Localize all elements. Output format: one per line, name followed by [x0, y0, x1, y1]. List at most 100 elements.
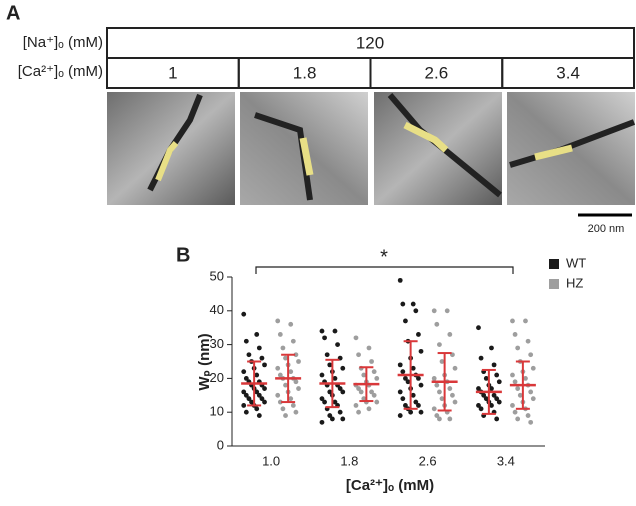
data-point: [337, 409, 343, 415]
data-point: [515, 345, 521, 351]
cell-value: 1.8: [293, 63, 317, 82]
data-point: [288, 321, 294, 327]
scale-label: 200 nm: [588, 223, 625, 235]
data-point: [410, 301, 416, 307]
data-point: [262, 386, 267, 391]
x-tick-label: 1.0: [262, 453, 280, 468]
data-point: [243, 409, 249, 415]
data-point: [277, 399, 283, 405]
data-point: [447, 332, 453, 337]
y-axis-label: Wₚ (nm): [196, 333, 213, 390]
y-tick-label: 20: [210, 370, 224, 385]
data-point: [256, 392, 262, 398]
data-point: [418, 409, 424, 415]
table-cell: [501, 57, 635, 89]
data-point: [324, 352, 330, 358]
data-point: [262, 399, 267, 405]
data-point: [515, 416, 521, 422]
data-point: [322, 399, 327, 405]
data-point: [319, 396, 325, 402]
data-point: [478, 406, 484, 412]
cell-value: 120: [356, 33, 384, 52]
data-point: [259, 355, 265, 361]
data-point: [444, 308, 450, 314]
data-point: [410, 365, 416, 371]
data-point: [262, 362, 267, 368]
y-tick-label: 50: [210, 268, 224, 283]
data-point: [319, 419, 325, 425]
cell-value: 2.6: [425, 63, 449, 82]
x-tick-label: 2.6: [419, 453, 437, 468]
data-point: [254, 332, 260, 337]
data-point: [283, 382, 288, 388]
data-point: [243, 338, 249, 344]
significance: *: [380, 246, 388, 268]
data-point: [283, 413, 288, 418]
data-point: [353, 403, 359, 408]
data-point: [340, 389, 346, 395]
data-point: [434, 321, 440, 327]
cell-value: 3.4: [556, 63, 580, 82]
data-point: [517, 392, 523, 398]
data-point: [296, 386, 301, 391]
legend-label: HZ: [566, 275, 583, 290]
data-point: [452, 365, 458, 371]
data-point: [290, 338, 296, 344]
data-point: [528, 419, 534, 425]
data-point: [515, 386, 521, 391]
data-point: [293, 352, 299, 358]
data-point: [447, 386, 453, 391]
data-point: [491, 392, 497, 398]
data-point: [523, 376, 528, 381]
data-point: [319, 372, 325, 378]
data-point: [353, 335, 359, 341]
data-point: [528, 389, 534, 395]
data-point: [431, 308, 437, 314]
x-tick-label: 3.4: [497, 453, 515, 468]
data-point: [476, 386, 481, 391]
data-point: [374, 399, 380, 405]
data-point: [397, 277, 403, 283]
data-point: [403, 403, 408, 408]
data-point: [246, 352, 252, 358]
data-point: [241, 389, 247, 395]
data-point: [327, 362, 333, 368]
data-point: [241, 403, 247, 408]
data-point: [241, 369, 247, 375]
data-point: [510, 318, 515, 324]
data-point: [408, 409, 414, 415]
data-point: [366, 406, 372, 412]
data-point: [254, 406, 260, 412]
data-point: [476, 403, 481, 408]
data-point: [437, 416, 442, 422]
x-tick-label: 1.8: [340, 453, 358, 468]
data-point: [290, 403, 296, 408]
data-point: [530, 396, 536, 402]
data-point: [489, 403, 494, 408]
data-point: [397, 413, 403, 418]
data-point: [277, 372, 283, 378]
data-point: [437, 342, 442, 347]
data-point: [525, 338, 531, 344]
data-point: [418, 382, 424, 388]
data-point: [322, 335, 327, 341]
significance-bracket: [255, 266, 514, 274]
data-point: [510, 403, 515, 408]
data-point: [403, 318, 408, 324]
data-point: [256, 413, 262, 418]
micrographs: [107, 92, 636, 205]
data-point: [366, 345, 372, 351]
data-point: [434, 382, 440, 388]
data-point: [319, 328, 325, 334]
data-point: [259, 396, 265, 402]
data-point: [447, 416, 453, 422]
x-axis-label: [Ca²⁺]ₒ (mM): [346, 477, 434, 494]
data-point: [361, 396, 367, 402]
data-point: [249, 399, 254, 405]
data-point: [439, 396, 445, 402]
data-point: [241, 311, 247, 317]
data-point: [403, 376, 408, 381]
data-point: [491, 362, 497, 368]
data-point: [400, 369, 406, 375]
data-point: [280, 406, 286, 412]
